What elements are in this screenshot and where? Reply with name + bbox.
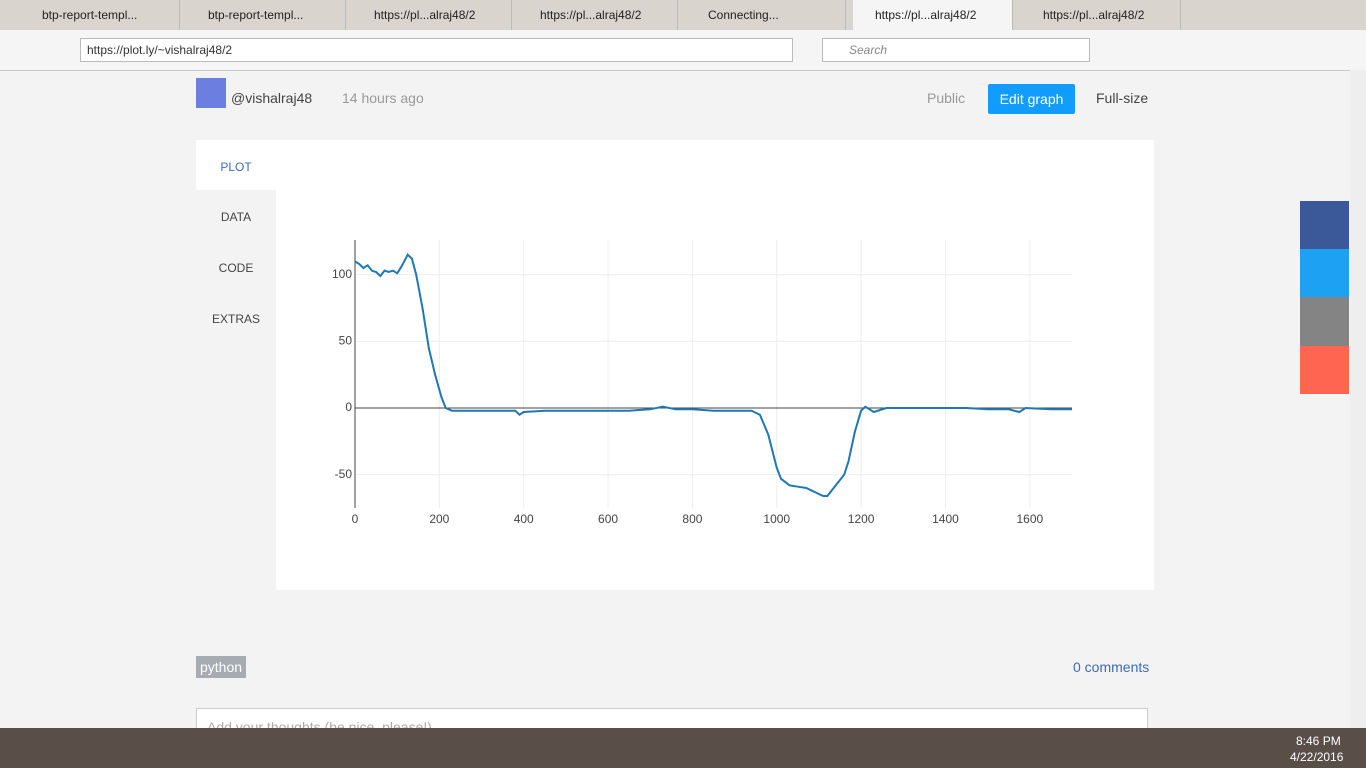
visibility[interactable]: Public [927, 90, 966, 106]
tab[interactable]: btp-report-templ... [20, 0, 180, 30]
share-more[interactable] [1300, 346, 1349, 394]
tab[interactable]: https://pl...alraj48/2 [352, 0, 512, 30]
sidebar-bg [196, 190, 276, 590]
scrollbar[interactable] [1350, 70, 1366, 728]
edit-button[interactable]: Edit graph [988, 84, 1075, 114]
nav-bar: https://plot.ly/~vishalraj48/2 Search [0, 30, 1366, 71]
sidebar-tab[interactable]: EXTRAS [211, 312, 260, 326]
tag[interactable]: python [196, 656, 247, 678]
taskbar: 8:46 PM 4/22/2016 [0, 728, 1366, 768]
data-line [354, 253, 1072, 497]
y-tick-label: -50 [335, 467, 353, 481]
share-twitter[interactable] [1300, 249, 1349, 297]
username[interactable]: @vishalraj48 [231, 90, 313, 106]
timestamp: 14 hours ago [342, 90, 424, 106]
sidebar-tab[interactable]: PLOT [220, 160, 252, 174]
y-tick-label: 50 [339, 334, 353, 348]
x-tick-label: 400 [514, 512, 534, 526]
share-email[interactable] [1300, 297, 1349, 346]
tab[interactable]: https://pl...alraj48/2 [518, 0, 678, 30]
sidebar-tab[interactable]: CODE [218, 261, 254, 275]
tab[interactable]: Connecting... [686, 0, 846, 30]
x-tick-label: 1000 [763, 512, 790, 526]
sidebar-tab[interactable]: DATA [220, 210, 252, 224]
plot-pane [276, 140, 1154, 590]
x-tick-label: 600 [598, 512, 618, 526]
tab[interactable]: https://pl...alraj48/2 [1021, 0, 1181, 30]
x-tick-label: 1600 [1016, 512, 1043, 526]
x-tick-label: 0 [352, 512, 359, 526]
fullsize-link[interactable]: Full-size [1096, 90, 1149, 106]
y-tick-label: 100 [332, 267, 352, 281]
plot-card: PLOT DATA CODE EXTRAS -50 0 50 100 0 200 400 60… [196, 140, 1154, 590]
y-tick-label: 0 [345, 400, 352, 414]
share-facebook[interactable] [1300, 201, 1349, 249]
clock-date: 4/22/2016 [1290, 750, 1344, 764]
url-bar[interactable]: https://plot.ly/~vishalraj48/2 [80, 38, 793, 62]
comments-link[interactable]: 0 comments [1073, 659, 1150, 675]
tab-strip: btp-report-templ... btp-report-templ... … [0, 0, 1366, 30]
x-tick-label: 800 [682, 512, 702, 526]
avatar [196, 78, 226, 108]
tab[interactable]: btp-report-templ... [186, 0, 346, 30]
x-tick-label: 1200 [848, 512, 875, 526]
clock-time: 8:46 PM [1296, 734, 1341, 748]
search-box[interactable]: Search [822, 38, 1090, 62]
x-tick-label: 200 [429, 512, 449, 526]
x-tick-label: 1400 [932, 512, 959, 526]
tab-active[interactable]: https://pl...alraj48/2 [853, 0, 1013, 30]
